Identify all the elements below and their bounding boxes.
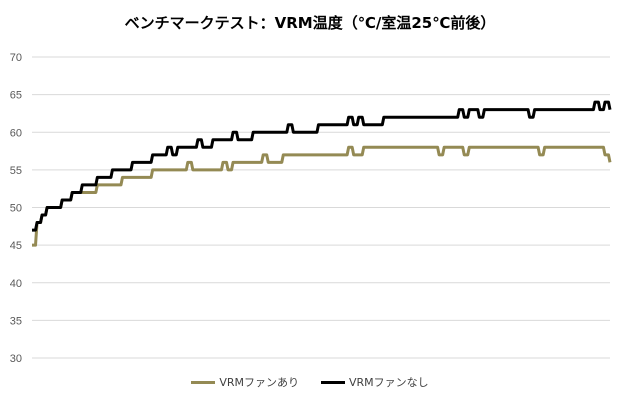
y-tick-label: 60 bbox=[10, 127, 22, 139]
y-tick-label: 45 bbox=[10, 240, 22, 252]
y-tick-label: 50 bbox=[10, 203, 22, 215]
legend-item-fan-off: VRMファンなし bbox=[321, 374, 429, 390]
y-tick-label: 65 bbox=[10, 90, 22, 102]
legend-label-fan-off: VRMファンなし bbox=[349, 376, 429, 389]
legend-swatch-fan-on bbox=[191, 380, 216, 384]
y-tick-label: 30 bbox=[10, 353, 22, 365]
y-tick-label: 40 bbox=[10, 278, 22, 290]
legend-item-fan-on: VRMファンあり bbox=[191, 374, 299, 390]
y-tick-label: 70 bbox=[10, 52, 22, 64]
y-tick-label: 55 bbox=[10, 165, 22, 177]
chart-title: ベンチマークテスト：VRM温度（℃/室温25℃前後） bbox=[124, 14, 496, 32]
series-line-fan-on bbox=[32, 145, 612, 247]
legend-swatch-fan-off bbox=[321, 380, 345, 384]
y-tick-label: 35 bbox=[10, 315, 22, 327]
series-line-fan-off bbox=[32, 100, 612, 232]
legend-label-fan-on: VRMファンあり bbox=[219, 376, 299, 389]
legend: VRMファンあり VRMファンなし bbox=[0, 374, 620, 390]
